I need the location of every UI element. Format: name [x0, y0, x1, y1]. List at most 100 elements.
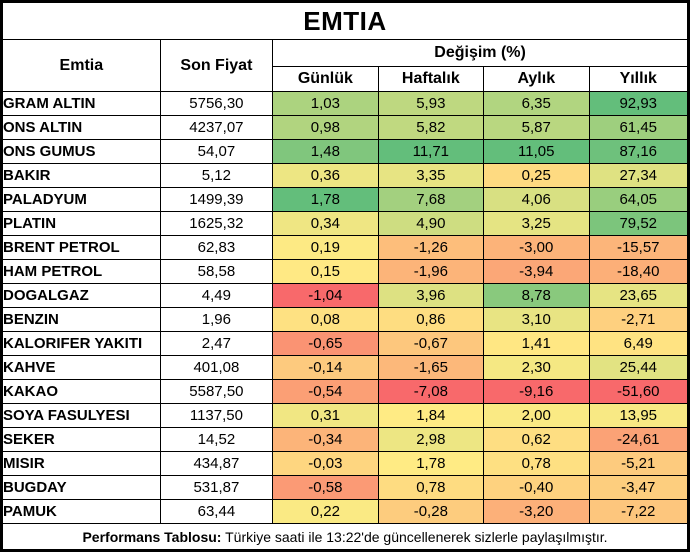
change-cell-yillik: 61,45 [588, 115, 689, 140]
table-row: PALADYUM 1499,39 1,78 7,68 4,06 64,05 [1, 187, 689, 212]
column-header-degisim: Değişim (%) [272, 39, 689, 67]
change-cell-aylik: -3,00 [483, 235, 590, 260]
table-body: GRAM ALTIN 5756,30 1,03 5,93 6,35 92,93 ONS AL… [1, 91, 689, 524]
change-cell-yillik: 13,95 [588, 403, 689, 428]
column-header-emtia: Emtia [1, 39, 161, 92]
change-cell-yillik: -7,22 [588, 499, 689, 524]
change-cell-aylik: 0,25 [483, 163, 590, 188]
change-cell-yillik: -2,71 [588, 307, 689, 332]
commodity-name-cell: ONS ALTIN [1, 115, 161, 140]
change-cell-haftalik: 5,82 [377, 115, 485, 140]
change-cell-aylik: 2,00 [483, 403, 590, 428]
page-title: EMTIA [1, 1, 689, 40]
change-cell-yillik: -15,57 [588, 235, 689, 260]
change-cell-haftalik: 0,86 [377, 307, 485, 332]
table-row: DOGALGAZ 4,49 -1,04 3,96 8,78 23,65 [1, 283, 689, 308]
change-cell-yillik: -51,60 [588, 379, 689, 404]
column-header-yillik: Yıllık [588, 66, 689, 92]
commodity-name-cell: ONS GUMUS [1, 139, 161, 164]
change-cell-gunluk: 0,31 [272, 403, 379, 428]
table-header: EMTIA Emtia Son Fiyat Değişim (%) Günlük… [1, 1, 689, 92]
table-row: PAMUK 63,44 0,22 -0,28 -3,20 -7,22 [1, 499, 689, 524]
last-price-cell: 54,07 [159, 139, 274, 164]
change-cell-haftalik: 7,68 [377, 187, 485, 212]
last-price-cell: 5,12 [159, 163, 274, 188]
commodity-name-cell: DOGALGAZ [1, 283, 161, 308]
change-cell-gunluk: 0,34 [272, 211, 379, 236]
change-cell-haftalik: 0,78 [377, 475, 485, 500]
commodity-name-cell: GRAM ALTIN [1, 91, 161, 116]
last-price-cell: 1137,50 [159, 403, 274, 428]
change-cell-haftalik: -1,65 [377, 355, 485, 380]
commodity-name-cell: KAKAO [1, 379, 161, 404]
commodity-name-cell: PAMUK [1, 499, 161, 524]
change-cell-haftalik: -1,26 [377, 235, 485, 260]
table-row: BRENT PETROL 62,83 0,19 -1,26 -3,00 -15,57 [1, 235, 689, 260]
change-cell-haftalik: 4,90 [377, 211, 485, 236]
commodity-name-cell: HAM PETROL [1, 259, 161, 284]
change-cell-yillik: 64,05 [588, 187, 689, 212]
commodity-name-cell: BAKIR [1, 163, 161, 188]
change-cell-aylik: 0,78 [483, 451, 590, 476]
last-price-cell: 1625,32 [159, 211, 274, 236]
last-price-cell: 1499,39 [159, 187, 274, 212]
table-row: BENZIN 1,96 0,08 0,86 3,10 -2,71 [1, 307, 689, 332]
last-price-cell: 5587,50 [159, 379, 274, 404]
change-cell-gunluk: -0,03 [272, 451, 379, 476]
change-cell-haftalik: -0,67 [377, 331, 485, 356]
change-cell-gunluk: -1,04 [272, 283, 379, 308]
table-row: BAKIR 5,12 0,36 3,35 0,25 27,34 [1, 163, 689, 188]
change-cell-yillik: 6,49 [588, 331, 689, 356]
footer-note: Performans Tablosu: Türkiye saati ile 13… [1, 523, 689, 551]
last-price-cell: 531,87 [159, 475, 274, 500]
change-cell-gunluk: 0,98 [272, 115, 379, 140]
change-cell-aylik: 1,41 [483, 331, 590, 356]
change-cell-gunluk: 0,22 [272, 499, 379, 524]
column-header-aylik: Aylık [483, 66, 590, 92]
commodity-name-cell: PALADYUM [1, 187, 161, 212]
last-price-cell: 58,58 [159, 259, 274, 284]
commodity-name-cell: MISIR [1, 451, 161, 476]
table-row: SEKER 14,52 -0,34 2,98 0,62 -24,61 [1, 427, 689, 452]
change-cell-gunluk: -0,54 [272, 379, 379, 404]
change-cell-haftalik: -7,08 [377, 379, 485, 404]
change-cell-gunluk: -0,14 [272, 355, 379, 380]
commodity-name-cell: KAHVE [1, 355, 161, 380]
change-cell-aylik: -3,94 [483, 259, 590, 284]
commodity-name-cell: KALORIFER YAKITI [1, 331, 161, 356]
commodity-name-cell: BUGDAY [1, 475, 161, 500]
last-price-cell: 4,49 [159, 283, 274, 308]
change-cell-aylik: 3,10 [483, 307, 590, 332]
last-price-cell: 434,87 [159, 451, 274, 476]
table-row: KAHVE 401,08 -0,14 -1,65 2,30 25,44 [1, 355, 689, 380]
change-cell-yillik: 23,65 [588, 283, 689, 308]
column-header-gunluk: Günlük [272, 66, 379, 92]
table-row: HAM PETROL 58,58 0,15 -1,96 -3,94 -18,40 [1, 259, 689, 284]
change-cell-gunluk: 1,78 [272, 187, 379, 212]
change-cell-yillik: -5,21 [588, 451, 689, 476]
change-cell-aylik: 8,78 [483, 283, 590, 308]
change-cell-yillik: 27,34 [588, 163, 689, 188]
change-cell-yillik: -24,61 [588, 427, 689, 452]
table-row: ONS GUMUS 54,07 1,48 11,71 11,05 87,16 [1, 139, 689, 164]
commodity-name-cell: PLATIN [1, 211, 161, 236]
last-price-cell: 5756,30 [159, 91, 274, 116]
change-cell-yillik: -18,40 [588, 259, 689, 284]
column-header-son-fiyat: Son Fiyat [159, 39, 274, 92]
last-price-cell: 2,47 [159, 331, 274, 356]
change-cell-aylik: 2,30 [483, 355, 590, 380]
footer-label: Performans Tablosu: [82, 528, 222, 545]
last-price-cell: 1,96 [159, 307, 274, 332]
table-row: GRAM ALTIN 5756,30 1,03 5,93 6,35 92,93 [1, 91, 689, 116]
change-cell-aylik: -0,40 [483, 475, 590, 500]
last-price-cell: 14,52 [159, 427, 274, 452]
change-cell-gunluk: -0,34 [272, 427, 379, 452]
change-cell-gunluk: -0,58 [272, 475, 379, 500]
change-cell-haftalik: 3,96 [377, 283, 485, 308]
commodity-name-cell: BENZIN [1, 307, 161, 332]
last-price-cell: 63,44 [159, 499, 274, 524]
change-cell-yillik: 25,44 [588, 355, 689, 380]
change-cell-aylik: 5,87 [483, 115, 590, 140]
change-cell-aylik: -9,16 [483, 379, 590, 404]
